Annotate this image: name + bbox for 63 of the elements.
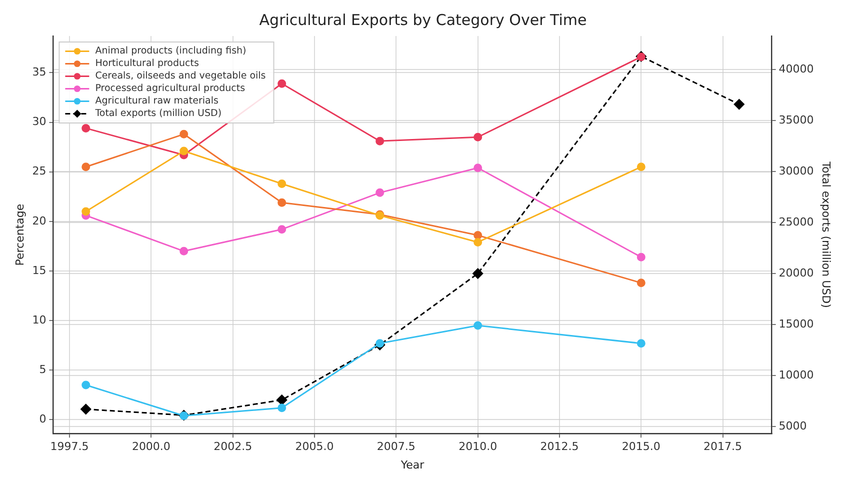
point [636,339,646,348]
y-tick-label: 20 [32,214,46,228]
point [82,380,90,390]
point [180,130,188,138]
point [376,136,384,146]
x-tick-label: 2002.5 [214,440,252,454]
point [376,188,384,197]
point [278,179,286,188]
x-tick-label: 2005.0 [295,440,334,454]
point [180,146,188,156]
point [474,164,482,172]
y-tick-label: 10 [32,313,46,326]
x-tick-label: 2015.0 [622,440,660,454]
y2-tick-label: 30000 [778,164,814,178]
x-tick-label: 2012.5 [540,440,579,454]
y-tick-label: 5 [39,363,46,376]
chart-title: Agricultural Exports by Category Over Time [259,10,587,29]
y-tick-label: 30 [32,115,46,128]
y2-tick-label: 15000 [778,317,814,330]
point [636,278,646,288]
point [82,124,90,132]
x-tick-label: 2017.5 [704,440,742,454]
y2-tick-label: 10000 [778,368,814,382]
point [636,162,646,172]
y-axis-title: Percentage [13,204,26,266]
point [82,207,90,216]
point [472,268,484,279]
y2-tick-label: 5000 [778,419,807,432]
x-tick-label: 2010.0 [458,440,498,454]
y2-tick-label: 40000 [778,62,814,76]
point [80,404,92,414]
x-axis-title: Year [400,458,425,472]
legend-label: Total exports (million USD) [94,108,222,120]
point [734,99,744,110]
point [474,231,482,240]
x-tick-label: 2007.5 [376,440,416,454]
point [474,321,482,330]
y2-axis-title: Total exports (million USD) [820,160,833,308]
point [474,132,482,142]
point [278,79,286,88]
point [636,252,646,262]
legend-label: Cereals, oilseeds and vegetable oils [95,70,266,82]
point [276,394,288,406]
y2-tick-label: 25000 [778,215,814,228]
point [474,238,482,246]
legend-label: Processed agricultural products [95,83,246,94]
point [376,339,384,348]
point [278,225,286,234]
point [180,246,188,256]
point [278,404,286,412]
x-tick-label: 1997.5 [50,440,89,454]
y-tick-label: 25 [32,164,46,178]
y-tick-label: 15 [32,264,46,277]
legend-label: Animal products (including fish) [95,46,246,57]
legend-label: Horticultural products [95,58,199,70]
point [82,162,90,172]
x-tick-label: 2000.0 [132,440,170,454]
y2-tick-label: 20000 [778,266,814,280]
y2-tick-label: 35000 [778,113,814,126]
y-tick-label: 35 [32,66,46,79]
legend-label: Agricultural raw materials [95,96,218,107]
y-tick-label: 0 [39,412,46,426]
point [278,198,286,207]
